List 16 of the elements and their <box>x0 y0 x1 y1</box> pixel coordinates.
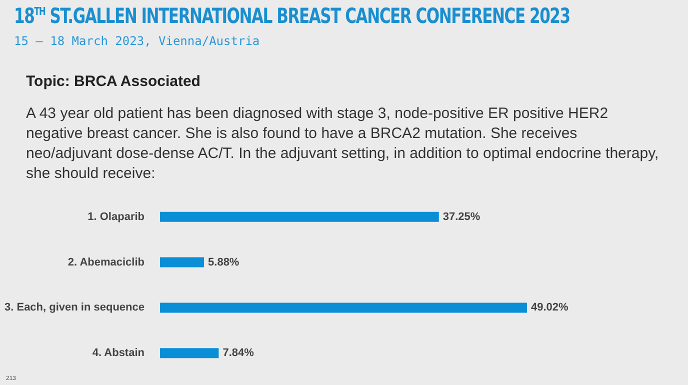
data-label: 49.02% <box>531 302 569 314</box>
data-label: 37.25% <box>442 210 480 223</box>
chart-subtitle: 15 – 18 March 2023, Vienna/Austria <box>14 34 260 48</box>
y-tick-label: 1. Olaparib <box>88 210 145 223</box>
y-tick-label: 3. Each, given in sequence <box>4 302 144 314</box>
bar <box>160 348 219 358</box>
text: Topic: BRCA Associated <box>26 73 200 90</box>
chart-title: 18$^{TH}$ ST.GALLEN INTERNATIONAL BREAST CANCER CONFERENCE 2023 <box>14 4 570 28</box>
data-label: 7.84% <box>222 347 254 360</box>
bar <box>160 302 527 313</box>
data-label: 5.88% <box>208 256 240 268</box>
y-tick-label: 4. Abstain <box>92 347 145 360</box>
bar <box>160 212 439 222</box>
y-tick-label: 2. Abemaciclib <box>68 256 145 268</box>
text: A 43 year old patient has been diagnosed with stage 3, node-positive ER positive HER2 negative breast cancer. She is also found to have a BRCA2 mutation. She receives neo/adjuvant dose-dense AC/T. In the adjuvant setting, in addition to optimal endocrine therapy, she should receive: <box>26 104 660 184</box>
bar <box>160 257 204 268</box>
